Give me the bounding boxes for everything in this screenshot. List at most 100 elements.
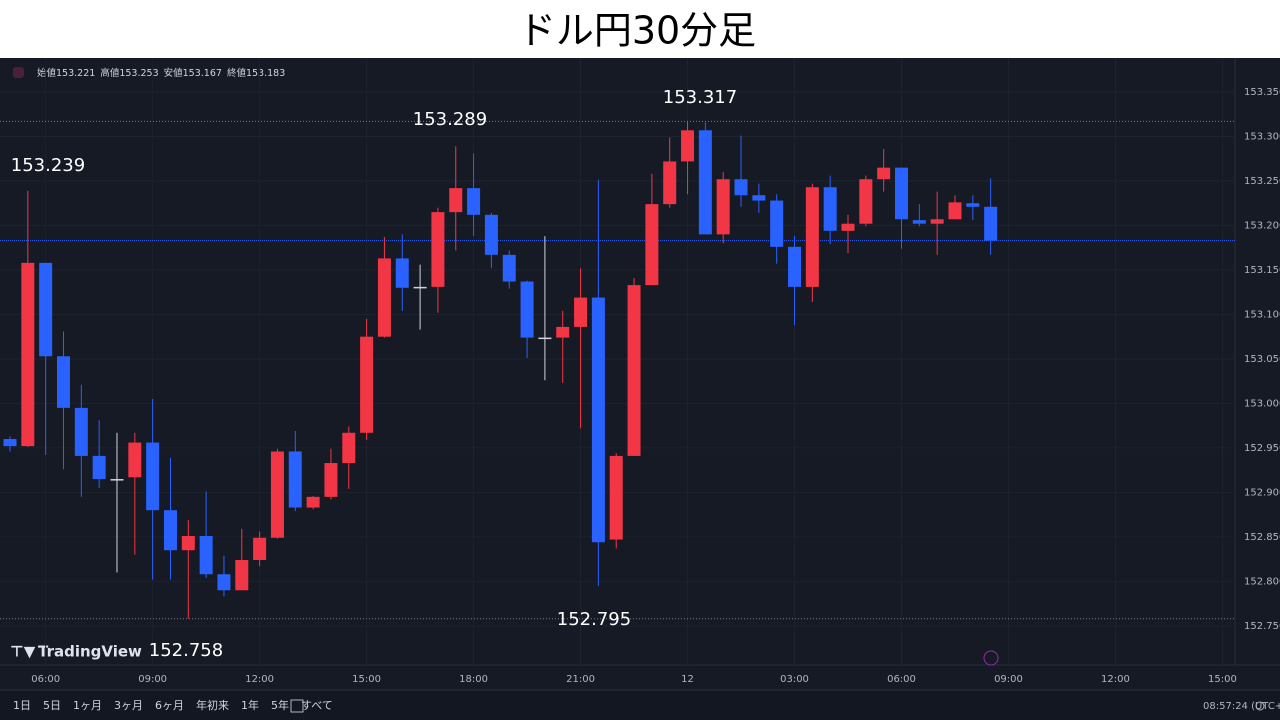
title-bar xyxy=(0,0,1280,58)
candle-body xyxy=(449,188,463,213)
candle-body xyxy=(770,200,784,247)
range-button[interactable]: 年初来 xyxy=(196,698,229,712)
candle-body xyxy=(199,535,213,575)
toolbar xyxy=(0,690,1280,720)
candle-body xyxy=(823,187,837,231)
candle-body xyxy=(484,214,498,255)
candle-body xyxy=(253,537,267,561)
price-annotation: 153.317 xyxy=(663,87,737,108)
clock: 08:57:24 (UTC+9) xyxy=(1203,701,1280,712)
y-tick-label: 153.050 xyxy=(1244,354,1280,365)
y-tick-label: 152.800 xyxy=(1244,576,1280,587)
flash-icon[interactable] xyxy=(983,650,999,666)
candle-body xyxy=(342,432,356,464)
ohlc-legend: 始値153.221 高値153.253 安値153.167 終値153.183 xyxy=(37,67,285,79)
symbol-icon xyxy=(13,67,24,78)
candle-body xyxy=(734,179,748,196)
candle-body xyxy=(716,179,730,235)
candle-body xyxy=(948,202,962,220)
candle-body xyxy=(413,286,427,289)
candle-body xyxy=(805,187,819,287)
price-annotation: 152.758 xyxy=(149,640,223,661)
candle-body xyxy=(56,356,70,408)
candle-body xyxy=(663,161,677,205)
legend-label: 始値 xyxy=(37,67,57,79)
price-annotation: 153.239 xyxy=(11,155,85,176)
candle-body xyxy=(270,451,284,538)
candle-body xyxy=(467,188,481,215)
x-tick-label: 12 xyxy=(681,674,694,685)
candle-body xyxy=(859,179,873,224)
candle-body xyxy=(912,220,926,224)
range-button[interactable]: 1年 xyxy=(241,698,259,712)
range-button[interactable]: 3ヶ月 xyxy=(114,699,143,712)
candle-body xyxy=(591,297,605,543)
candle-body xyxy=(556,326,570,338)
y-tick-label: 153.000 xyxy=(1244,398,1280,409)
x-tick-label: 09:00 xyxy=(994,674,1023,685)
logo-mark: ⊤▼ xyxy=(10,643,36,661)
x-tick-label: 06:00 xyxy=(31,674,60,685)
y-tick-label: 153.250 xyxy=(1244,176,1280,187)
range-button[interactable]: 5日 xyxy=(43,699,61,712)
candle-body xyxy=(288,451,302,508)
range-button[interactable]: 1日 xyxy=(13,699,31,712)
candle-body xyxy=(538,337,552,340)
x-tick-label: 18:00 xyxy=(459,674,488,685)
x-tick-label: 15:00 xyxy=(1208,674,1237,685)
candle-body xyxy=(520,281,534,338)
candle-body xyxy=(395,258,409,288)
candle-body xyxy=(181,535,195,551)
y-tick-label: 152.750 xyxy=(1244,621,1280,632)
candle-body xyxy=(895,167,908,220)
candle-body xyxy=(360,336,374,433)
x-tick-label: 09:00 xyxy=(138,674,167,685)
y-tick-label: 152.850 xyxy=(1244,532,1280,543)
x-tick-label: 15:00 xyxy=(352,674,381,685)
candle-body xyxy=(377,258,391,337)
legend-value: 153.167 xyxy=(183,68,222,79)
candle-body xyxy=(574,297,588,327)
candle-body xyxy=(146,442,160,511)
legend-label: 終値 xyxy=(227,67,247,79)
y-tick-label: 152.900 xyxy=(1244,487,1280,498)
candle-body xyxy=(3,439,17,447)
y-tick-label: 153.200 xyxy=(1244,220,1280,231)
candle-body xyxy=(930,219,944,224)
calendar-icon[interactable] xyxy=(290,699,304,713)
candle-body xyxy=(841,223,855,231)
y-tick-label: 153.100 xyxy=(1244,309,1280,320)
range-button[interactable]: 6ヶ月 xyxy=(155,699,184,712)
price-annotation: 152.795 xyxy=(557,609,631,630)
range-button[interactable]: 1ヶ月 xyxy=(73,699,102,712)
candle-body xyxy=(217,574,231,591)
candle-body xyxy=(163,510,177,551)
settings-icon[interactable] xyxy=(1255,701,1265,711)
candle-body xyxy=(681,130,695,162)
y-tick-label: 153.150 xyxy=(1244,265,1280,276)
range-button[interactable]: すべて xyxy=(301,699,333,712)
x-tick-label: 21:00 xyxy=(566,674,595,685)
range-button[interactable]: 5年 xyxy=(271,698,289,712)
price-annotation: 153.289 xyxy=(413,109,487,130)
candle-body xyxy=(966,203,980,207)
x-tick-label: 12:00 xyxy=(1101,674,1130,685)
candle-body xyxy=(324,463,338,497)
y-tick-label: 153.300 xyxy=(1244,132,1280,143)
candle-body xyxy=(21,262,35,447)
legend-value: 153.183 xyxy=(246,68,285,79)
legend-label: 高値 xyxy=(100,67,120,79)
candle-body xyxy=(39,262,53,357)
candle-body xyxy=(306,496,320,508)
y-tick-label: 153.350 xyxy=(1244,87,1280,98)
candle-body xyxy=(984,206,998,241)
candle-body xyxy=(74,407,88,456)
x-tick-label: 03:00 xyxy=(780,674,809,685)
candle-body xyxy=(788,246,802,287)
candle-body xyxy=(627,285,641,456)
candle-body xyxy=(92,455,106,480)
title: ドル円30分足 xyxy=(518,9,756,53)
legend-label: 安値 xyxy=(164,67,184,79)
